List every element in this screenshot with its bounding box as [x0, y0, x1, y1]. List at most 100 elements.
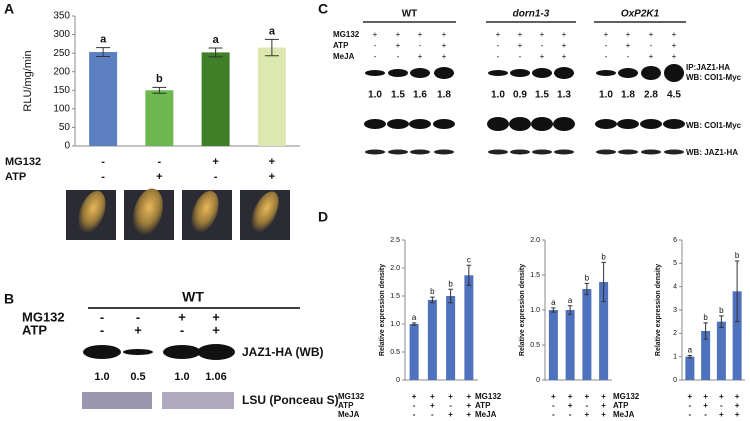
treatment-sign: + [719, 392, 724, 401]
root-shape [78, 190, 106, 234]
bar [201, 52, 230, 146]
significance-letter: b [703, 313, 708, 322]
significance-letter: c [467, 255, 471, 264]
band [487, 117, 509, 131]
error-bar [687, 355, 693, 359]
treatment-sign: - [100, 309, 104, 324]
quantity: 1.0 [368, 90, 382, 101]
treatment-sign: - [586, 401, 589, 410]
error-bar [703, 322, 708, 340]
quantity: 1.5 [391, 90, 405, 101]
treatment-name: MeJA [338, 410, 360, 419]
significance-letter: a [688, 346, 693, 355]
group-label: WT [402, 9, 418, 20]
root-shape [191, 190, 219, 234]
ponceau-band [162, 392, 234, 409]
treatment-sign: + [585, 392, 590, 401]
treatment-name: MG132 [613, 392, 640, 401]
treatment-sign: - [627, 52, 630, 61]
error-bar [567, 305, 573, 315]
group-label: dorn1-3 [513, 9, 550, 20]
y-tick-label: 0 [64, 141, 70, 152]
treatment-sign: + [269, 156, 275, 168]
significance-letter: b [585, 274, 590, 283]
y-tick-label: 1.5 [390, 293, 400, 300]
bar [732, 291, 742, 380]
band [433, 119, 455, 129]
bar [427, 299, 437, 380]
y-tick-label: 3 [673, 307, 677, 314]
treatment-name: MG132 [338, 392, 365, 401]
treatment-sign: + [467, 392, 472, 401]
treatment-sign: - [569, 410, 572, 419]
treatment-sign: + [442, 30, 447, 39]
treatment-sign: + [562, 30, 567, 39]
y-tick-label: 300 [53, 29, 70, 40]
treatment-sign: - [605, 41, 608, 50]
band [510, 149, 530, 155]
band [532, 68, 552, 78]
quantity: 2.8 [644, 90, 658, 101]
band [641, 149, 661, 155]
bar [257, 47, 286, 147]
band [510, 69, 530, 77]
y-tick-label: 250 [53, 48, 70, 59]
y-tick-label: 2.0 [390, 265, 400, 272]
bar [464, 275, 474, 380]
band [365, 149, 385, 155]
error-bar [430, 296, 435, 304]
treatment-sign: - [720, 401, 723, 410]
quantity: 1.6 [413, 90, 427, 101]
treatment-sign: - [650, 41, 653, 50]
quantity: 1.0 [599, 90, 613, 101]
treatment-name: MG132 [22, 309, 65, 324]
error-bar [734, 260, 740, 323]
band [387, 119, 409, 129]
significance-letter: b [719, 306, 724, 315]
band [409, 119, 431, 129]
treatment-sign: + [540, 30, 545, 39]
blot-label: WB: COI1-Myc [686, 121, 742, 130]
y-tick-label: 6 [673, 237, 677, 244]
quantity: 1.0 [491, 90, 505, 101]
y-tick-label: 2 [673, 330, 677, 337]
treatment-sign: + [212, 309, 220, 324]
bar [716, 321, 726, 380]
treatment-sign: + [703, 401, 708, 410]
bar [685, 356, 695, 380]
y-tick-label: 1.0 [530, 307, 540, 314]
significance-letter: a [412, 313, 417, 322]
band [641, 66, 661, 80]
treatment-sign: - [374, 52, 377, 61]
treatment-sign: - [605, 52, 608, 61]
treatment-sign: + [626, 30, 631, 39]
band [640, 119, 662, 129]
treatment-sign: - [497, 41, 500, 50]
treatment-sign: + [448, 410, 453, 419]
band [410, 149, 430, 155]
treatment-sign: + [467, 410, 472, 419]
error-bar [208, 47, 223, 58]
quantity: 1.3 [557, 90, 571, 101]
band [595, 119, 617, 129]
y-tick-label: 150 [53, 85, 70, 96]
error-bar [411, 322, 417, 326]
treatment-sign: + [156, 171, 162, 183]
bar [145, 90, 174, 146]
root-shape [251, 191, 279, 233]
band [531, 117, 553, 131]
y-tick-label: 350 [53, 11, 70, 22]
treatment-sign: + [212, 322, 220, 337]
treatment-sign: - [397, 52, 400, 61]
band [554, 149, 574, 155]
treatment-sign: + [467, 401, 472, 410]
treatment-sign: - [431, 410, 434, 419]
significance-letter: b [735, 251, 740, 260]
treatment-sign: - [541, 41, 544, 50]
quantity: 0.9 [513, 90, 527, 101]
bar [548, 310, 558, 380]
band [163, 345, 201, 359]
ponceau-band [82, 392, 152, 409]
band [388, 149, 408, 155]
blot-b-bands [82, 344, 235, 409]
